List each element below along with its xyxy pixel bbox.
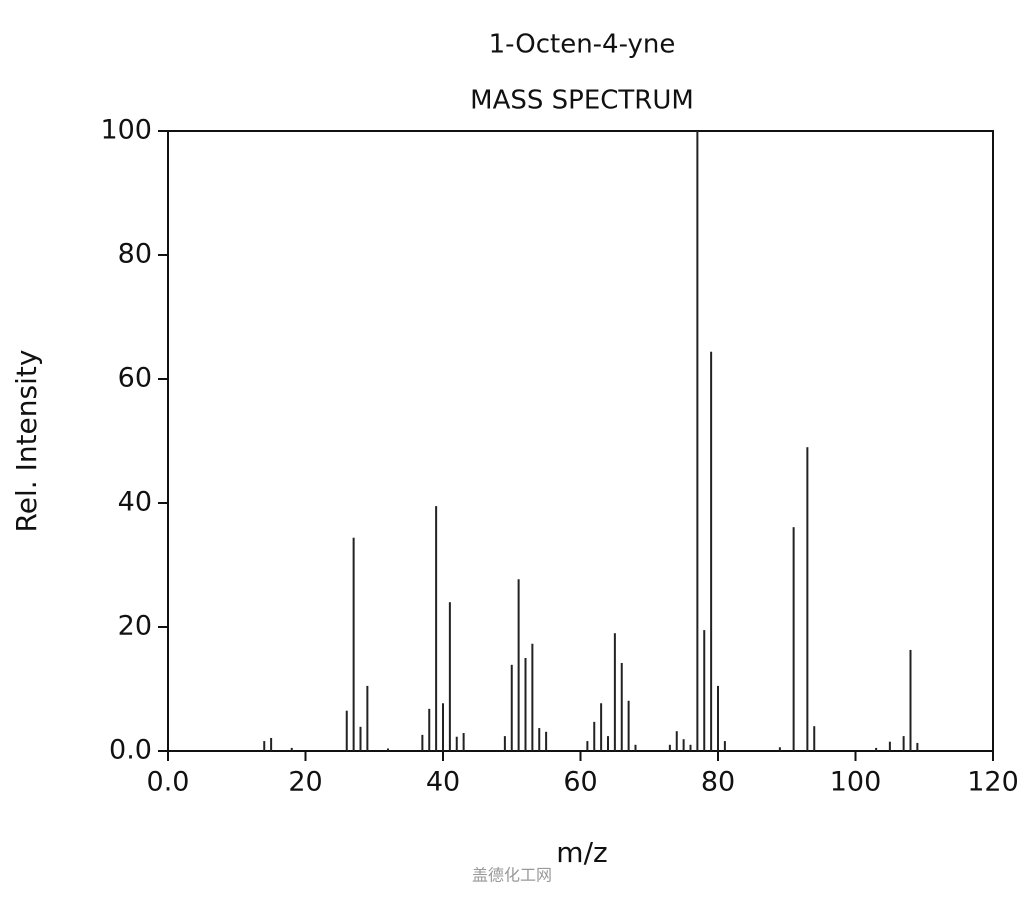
y-tick-label: 100 [100,115,152,146]
peak [428,708,431,751]
peak [359,726,362,751]
peak [448,602,451,751]
peak [710,351,713,751]
peak [689,744,692,751]
peak [455,736,458,751]
peak [442,703,444,751]
peak [510,664,513,751]
peak [462,733,465,751]
watermark: 盖德化工网 [472,866,552,885]
peak [421,734,424,751]
x-tick-label: 60 [563,767,597,798]
peak [600,703,603,751]
peak [435,506,438,751]
y-tick-label: 0.0 [109,735,152,766]
peak [627,700,630,751]
peak [668,744,671,751]
y-tick-label: 20 [118,611,152,642]
y-axis-label: Rel. Intensity [10,350,43,533]
y-tick-label: 80 [118,239,152,270]
x-tick-label: 40 [426,767,460,798]
peak [503,736,506,751]
peak [524,658,527,751]
peak [778,747,781,751]
peak [682,739,685,751]
peak [607,736,609,751]
peak [366,685,369,751]
peak [806,447,809,751]
peak [352,537,355,751]
peak [696,131,699,751]
peak [517,579,520,751]
x-tick-label: 120 [967,767,1019,798]
peak [916,742,919,751]
peak [545,731,548,751]
peak [593,721,596,751]
peak [387,748,389,751]
peak [270,737,273,751]
chart-title: 1-Octen-4-yne [489,30,676,60]
peak [345,710,348,751]
x-tick-label: 20 [288,767,322,798]
peak [909,649,912,751]
x-tick-label: 100 [830,767,882,798]
chart-subtitle: MASS SPECTRUM [470,86,694,116]
x-axis-label: m/z [556,836,607,869]
plot-frame [167,130,994,752]
peak [902,736,905,751]
peak [888,741,891,751]
peak [620,662,623,751]
peak [717,685,719,751]
peak [792,527,795,751]
peak [634,744,637,751]
y-tick-label: 40 [118,487,152,518]
peak [703,630,706,751]
peak [290,747,293,751]
peak [613,633,616,751]
x-tick-label: 0.0 [147,767,190,798]
peak [723,741,726,751]
peak [875,747,878,751]
peak [813,726,816,751]
peak [586,741,589,751]
y-tick-label: 60 [118,363,152,394]
peak [675,731,678,751]
peak [263,741,266,751]
x-tick-label: 80 [701,767,735,798]
peak [538,728,541,751]
peak [531,643,534,751]
